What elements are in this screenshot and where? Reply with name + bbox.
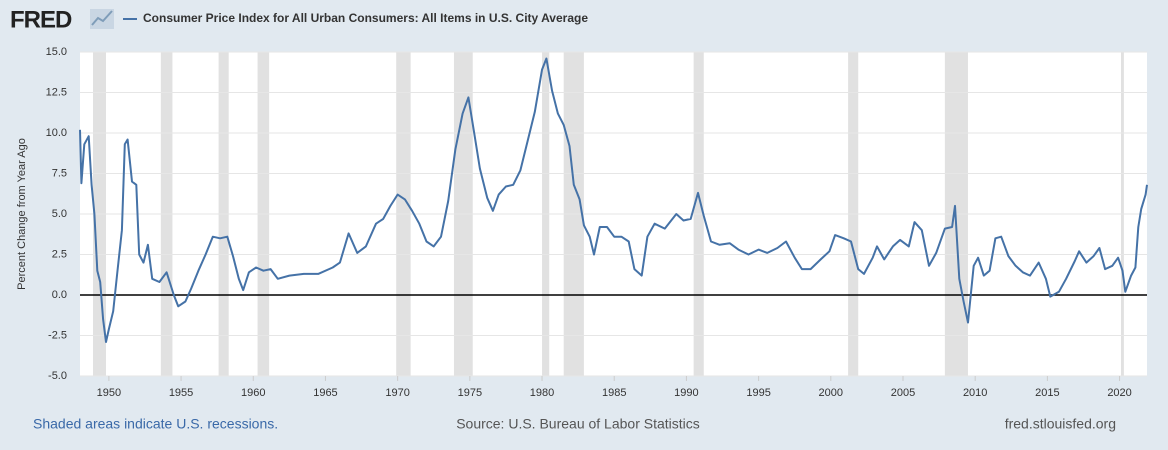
x-tick-label: 1960 — [241, 387, 265, 399]
data-line — [79, 57, 1148, 343]
y-tick-label: 10.0 — [46, 127, 67, 139]
x-tick-label: 2020 — [1107, 387, 1131, 399]
x-tick-label: 1950 — [97, 387, 121, 399]
x-tick-label: 2010 — [963, 387, 987, 399]
x-tick-label: 1980 — [530, 387, 554, 399]
recession-note[interactable]: Shaded areas indicate U.S. recessions. — [33, 416, 278, 432]
y-tick-label: 12.5 — [46, 86, 67, 98]
y-tick-label: 15.0 — [46, 46, 67, 58]
legend-label: Consumer Price Index for All Urban Consu… — [143, 11, 588, 25]
source: Source: U.S. Bureau of Labor Statistics — [456, 416, 700, 432]
x-tick-label: 2015 — [1035, 387, 1059, 399]
x-tick-label: 1965 — [313, 387, 337, 399]
y-tick-label: -5.0 — [48, 370, 67, 382]
x-tick-label: 1970 — [385, 387, 409, 399]
x-tick-label: 2005 — [891, 387, 915, 399]
y-axis-label: Percent Change from Year Ago — [16, 138, 28, 290]
y-tick-label: 0.0 — [52, 289, 67, 301]
x-tick-label: 1985 — [602, 387, 626, 399]
x-tick-label: 2000 — [819, 387, 843, 399]
logo-icon — [90, 9, 114, 29]
y-tick-label: 5.0 — [52, 208, 67, 220]
logo: FRED — [10, 6, 72, 33]
y-tick-label: 7.5 — [52, 167, 67, 179]
x-tick-label: 1955 — [169, 387, 193, 399]
y-tick-label: 2.5 — [52, 248, 67, 260]
y-tick-label: -2.5 — [48, 329, 67, 341]
site-link[interactable]: fred.stlouisfed.org — [1005, 416, 1116, 432]
x-tick-label: 1975 — [458, 387, 482, 399]
x-tick-label: 1990 — [674, 387, 698, 399]
x-tick-label: 1995 — [746, 387, 770, 399]
